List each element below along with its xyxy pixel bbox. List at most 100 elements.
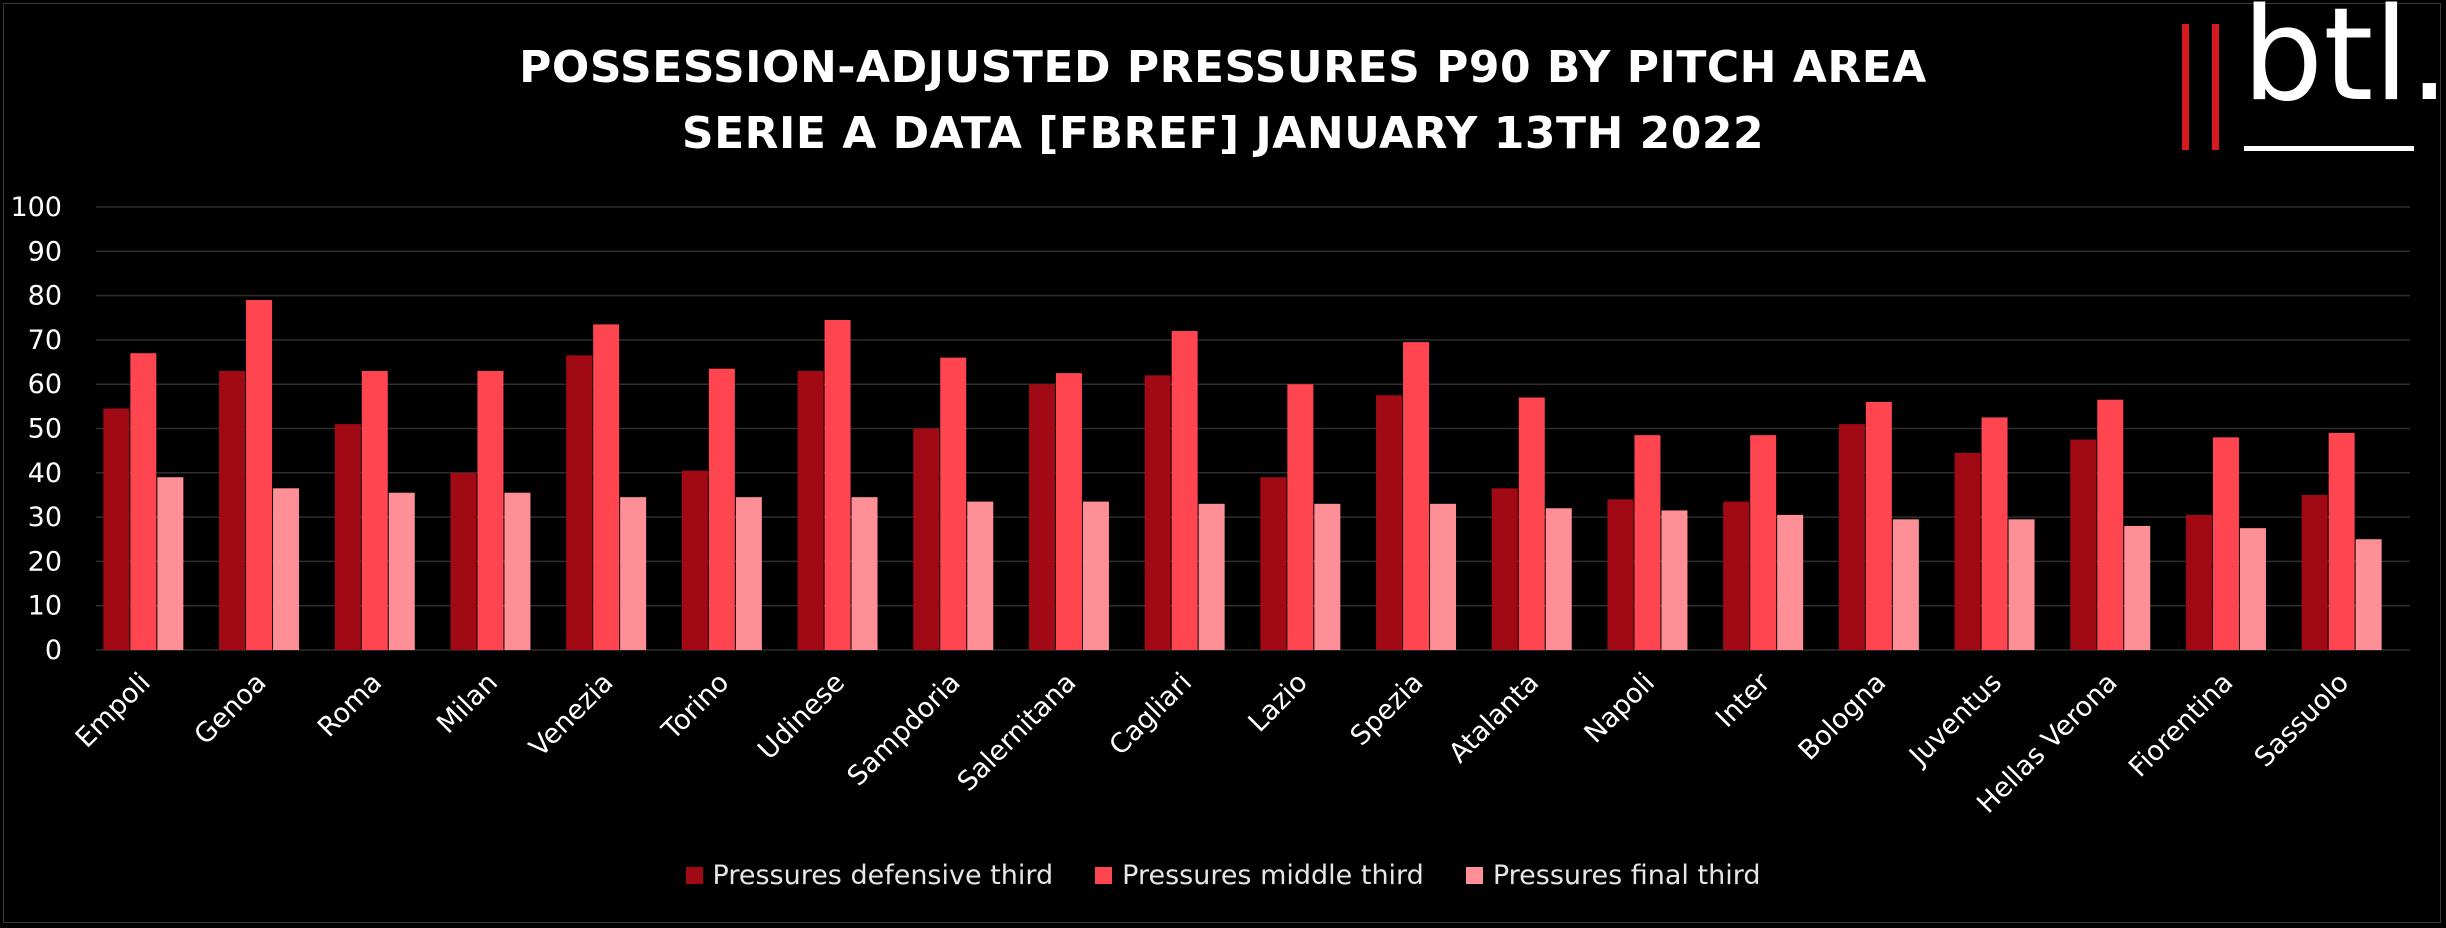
bar-defensive-third — [2301, 494, 2328, 650]
bar-final-third — [1082, 501, 1109, 650]
bar-final-third — [1545, 508, 1572, 650]
bar-middle-third — [1055, 373, 1082, 650]
x-tick-label: Udinese — [752, 667, 851, 766]
x-tick-label: Juventus — [1902, 667, 2008, 773]
bar-defensive-third — [1954, 452, 1981, 650]
bar-final-third — [1198, 503, 1225, 650]
bar-middle-third — [246, 300, 273, 650]
x-tick-label: Empoli — [70, 667, 157, 754]
logo-red-bar-left — [2182, 24, 2189, 150]
chart-frame — [3, 3, 2441, 923]
x-tick-label: Fiorentina — [2123, 667, 2239, 783]
bar-middle-third — [2328, 432, 2355, 650]
x-tick-label: Milan — [431, 667, 504, 740]
legend-swatch — [1465, 867, 1483, 884]
y-tick-label: 70 — [28, 325, 62, 356]
y-tick-label: 100 — [10, 192, 62, 223]
chart-title-line-1: POSSESSION-ADJUSTED PRESSURES P90 BY PIT… — [519, 42, 1927, 93]
x-tick-label: Atalanta — [1443, 667, 1545, 769]
btl-logo: btl. — [2170, 0, 2446, 162]
logo-red-bar-right — [2212, 24, 2219, 150]
bar-defensive-third — [1028, 384, 1055, 650]
bar-defensive-third — [103, 408, 130, 650]
bar-final-third — [620, 497, 647, 650]
bar-final-third — [273, 488, 300, 650]
y-tick-label: 40 — [28, 458, 62, 489]
bar-middle-third — [2212, 437, 2239, 650]
bar-final-third — [2124, 525, 2151, 650]
bar-middle-third — [1750, 435, 1777, 650]
bar-middle-third — [1403, 342, 1430, 650]
bar-middle-third — [130, 353, 157, 650]
legend-swatch — [685, 867, 703, 884]
bar-middle-third — [1171, 331, 1198, 650]
x-tick-label: Spezia — [1345, 667, 1430, 752]
y-tick-label: 20 — [28, 546, 62, 577]
y-tick-label: 80 — [28, 281, 62, 312]
bar-final-third — [735, 497, 762, 650]
x-tick-label: Lazio — [1243, 667, 1314, 738]
chart-title-line-2: SERIE A DATA [FBREF] JANUARY 13TH 2022 — [681, 108, 1765, 159]
bar-defensive-third — [1491, 488, 1518, 650]
x-tick-label: Cagliari — [1104, 667, 1199, 762]
bar-middle-third — [361, 370, 388, 650]
bar-middle-third — [1287, 384, 1314, 650]
y-tick-label: 90 — [28, 236, 62, 267]
bar-defensive-third — [1376, 395, 1403, 650]
bar-final-third — [1314, 503, 1341, 650]
bar-defensive-third — [1260, 477, 1287, 650]
bar-middle-third — [1518, 397, 1545, 650]
x-tick-label: Napoli — [1579, 667, 1661, 749]
legend-label: Pressures middle third — [1122, 860, 1424, 891]
bar-defensive-third — [797, 370, 824, 650]
bar-middle-third — [593, 324, 620, 650]
bar-middle-third — [1865, 401, 1892, 650]
y-tick-label: 10 — [28, 591, 62, 622]
x-tick-label: Salernitana — [952, 667, 1083, 798]
bar-defensive-third — [219, 370, 246, 650]
bar-final-third — [2008, 519, 2035, 650]
bar-middle-third — [2097, 399, 2124, 650]
legend-label: Pressures final third — [1492, 860, 1761, 891]
bar-final-third — [2239, 528, 2266, 650]
bar-middle-third — [477, 370, 504, 650]
x-tick-label: Bologna — [1793, 667, 1893, 767]
bar-defensive-third — [681, 470, 708, 650]
bar-final-third — [2355, 539, 2382, 650]
x-tick-label: Venezia — [523, 667, 619, 763]
bar-final-third — [1430, 503, 1457, 650]
bar-final-third — [851, 497, 878, 650]
bar-defensive-third — [2070, 439, 2097, 650]
bar-final-third — [1661, 510, 1688, 650]
bar-middle-third — [1981, 417, 2008, 650]
bar-final-third — [504, 492, 531, 650]
bar-middle-third — [824, 319, 851, 650]
x-tick-label: Inter — [1710, 666, 1777, 733]
bar-defensive-third — [450, 472, 477, 650]
legend-swatch — [1095, 867, 1113, 884]
bar-defensive-third — [1723, 501, 1750, 650]
bar-middle-third — [708, 368, 735, 650]
x-tick-label: Roma — [312, 667, 388, 743]
bar-defensive-third — [334, 424, 361, 650]
y-tick-label: 0 — [45, 635, 62, 666]
x-tick-label: Sassuolo — [2249, 667, 2355, 773]
y-tick-label: 30 — [28, 502, 62, 533]
legend-item: Pressures final third — [1465, 860, 1761, 891]
bar-defensive-third — [566, 355, 593, 650]
x-tick-label: Sampdoria — [842, 667, 967, 792]
x-tick-label: Torino — [656, 667, 736, 747]
chart-legend: Pressures defensive third Pressures middl… — [0, 860, 2446, 891]
bar-final-third — [967, 501, 994, 650]
legend-item: Pressures middle third — [1095, 860, 1424, 891]
logo-text: btl. — [2242, 0, 2446, 130]
logo-underline — [2244, 146, 2414, 151]
bar-middle-third — [940, 357, 967, 650]
bar-defensive-third — [913, 428, 940, 650]
legend-item: Pressures defensive third — [685, 860, 1053, 891]
bar-defensive-third — [1144, 375, 1171, 650]
bar-final-third — [1777, 514, 1804, 650]
y-tick-label: 60 — [28, 369, 62, 400]
y-tick-label: 50 — [28, 414, 62, 445]
